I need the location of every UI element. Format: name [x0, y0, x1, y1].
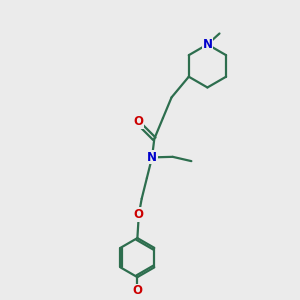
Text: N: N: [202, 38, 212, 51]
Text: O: O: [134, 115, 143, 128]
Text: O: O: [134, 208, 144, 221]
Text: O: O: [132, 284, 142, 297]
Text: N: N: [147, 151, 157, 164]
